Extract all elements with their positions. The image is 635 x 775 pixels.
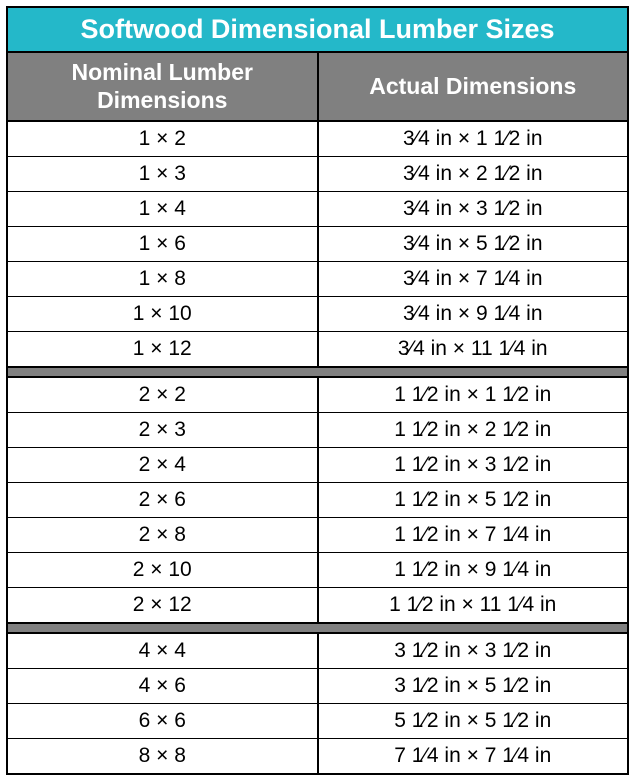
actual-cell: 5 1⁄2 in × 5 1⁄2 in: [318, 704, 629, 739]
table-row: 1 × 33⁄4 in × 2 1⁄2 in: [7, 157, 628, 192]
actual-cell: 7 1⁄4 in × 7 1⁄4 in: [318, 739, 629, 775]
nominal-cell: 4 × 6: [7, 669, 318, 704]
actual-cell: 3⁄4 in × 7 1⁄4 in: [318, 262, 629, 297]
table-row: 8 × 87 1⁄4 in × 7 1⁄4 in: [7, 739, 628, 775]
lumber-sizes-table: Softwood Dimensional Lumber Sizes Nomina…: [6, 6, 629, 775]
actual-cell: 3⁄4 in × 9 1⁄4 in: [318, 297, 629, 332]
column-header-actual: Actual Dimensions: [318, 52, 629, 121]
actual-cell: 1 1⁄2 in × 5 1⁄2 in: [318, 483, 629, 518]
actual-cell: 3⁄4 in × 1 1⁄2 in: [318, 121, 629, 157]
actual-cell: 3⁄4 in × 2 1⁄2 in: [318, 157, 629, 192]
nominal-cell: 2 × 2: [7, 377, 318, 413]
actual-cell: 3⁄4 in × 5 1⁄2 in: [318, 227, 629, 262]
actual-cell: 3 1⁄2 in × 3 1⁄2 in: [318, 633, 629, 669]
table-row: 1 × 43⁄4 in × 3 1⁄2 in: [7, 192, 628, 227]
table-row: 1 × 123⁄4 in × 11 1⁄4 in: [7, 332, 628, 368]
table-row: 2 × 41 1⁄2 in × 3 1⁄2 in: [7, 448, 628, 483]
table-row: 1 × 83⁄4 in × 7 1⁄4 in: [7, 262, 628, 297]
title-row: Softwood Dimensional Lumber Sizes: [7, 7, 628, 52]
nominal-cell: 2 × 8: [7, 518, 318, 553]
table-row: 1 × 23⁄4 in × 1 1⁄2 in: [7, 121, 628, 157]
actual-cell: 3⁄4 in × 3 1⁄2 in: [318, 192, 629, 227]
separator-cell: [7, 367, 628, 377]
actual-cell: 3⁄4 in × 11 1⁄4 in: [318, 332, 629, 368]
nominal-cell: 2 × 4: [7, 448, 318, 483]
actual-cell: 1 1⁄2 in × 7 1⁄4 in: [318, 518, 629, 553]
header-row: Nominal Lumber Dimensions Actual Dimensi…: [7, 52, 628, 121]
group-separator: [7, 367, 628, 377]
nominal-cell: 2 × 6: [7, 483, 318, 518]
nominal-cell: 1 × 6: [7, 227, 318, 262]
actual-cell: 1 1⁄2 in × 11 1⁄4 in: [318, 588, 629, 624]
table-row: 2 × 31 1⁄2 in × 2 1⁄2 in: [7, 413, 628, 448]
table-row: 6 × 65 1⁄2 in × 5 1⁄2 in: [7, 704, 628, 739]
table-title: Softwood Dimensional Lumber Sizes: [7, 7, 628, 52]
table-row: 2 × 21 1⁄2 in × 1 1⁄2 in: [7, 377, 628, 413]
nominal-cell: 1 × 12: [7, 332, 318, 368]
table-row: 4 × 43 1⁄2 in × 3 1⁄2 in: [7, 633, 628, 669]
actual-cell: 3 1⁄2 in × 5 1⁄2 in: [318, 669, 629, 704]
nominal-cell: 6 × 6: [7, 704, 318, 739]
table-row: 1 × 103⁄4 in × 9 1⁄4 in: [7, 297, 628, 332]
nominal-cell: 1 × 4: [7, 192, 318, 227]
nominal-cell: 1 × 8: [7, 262, 318, 297]
group-separator: [7, 623, 628, 633]
table-row: 2 × 121 1⁄2 in × 11 1⁄4 in: [7, 588, 628, 624]
table-row: 2 × 101 1⁄2 in × 9 1⁄4 in: [7, 553, 628, 588]
nominal-cell: 8 × 8: [7, 739, 318, 775]
column-header-nominal: Nominal Lumber Dimensions: [7, 52, 318, 121]
table-row: 2 × 81 1⁄2 in × 7 1⁄4 in: [7, 518, 628, 553]
actual-cell: 1 1⁄2 in × 2 1⁄2 in: [318, 413, 629, 448]
nominal-cell: 1 × 10: [7, 297, 318, 332]
nominal-cell: 2 × 10: [7, 553, 318, 588]
nominal-cell: 4 × 4: [7, 633, 318, 669]
actual-cell: 1 1⁄2 in × 3 1⁄2 in: [318, 448, 629, 483]
nominal-cell: 2 × 12: [7, 588, 318, 624]
separator-cell: [7, 623, 628, 633]
actual-cell: 1 1⁄2 in × 1 1⁄2 in: [318, 377, 629, 413]
actual-cell: 1 1⁄2 in × 9 1⁄4 in: [318, 553, 629, 588]
table-row: 1 × 63⁄4 in × 5 1⁄2 in: [7, 227, 628, 262]
table-row: 2 × 61 1⁄2 in × 5 1⁄2 in: [7, 483, 628, 518]
nominal-cell: 2 × 3: [7, 413, 318, 448]
nominal-cell: 1 × 3: [7, 157, 318, 192]
table-row: 4 × 63 1⁄2 in × 5 1⁄2 in: [7, 669, 628, 704]
nominal-cell: 1 × 2: [7, 121, 318, 157]
